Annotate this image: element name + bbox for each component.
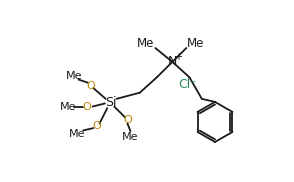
Text: O: O xyxy=(92,121,101,131)
Text: Si: Si xyxy=(105,96,116,109)
Text: Me: Me xyxy=(187,37,204,50)
Text: Me: Me xyxy=(59,102,76,112)
Text: Cl⁻: Cl⁻ xyxy=(178,78,197,92)
Text: +: + xyxy=(174,52,182,62)
Text: Me: Me xyxy=(122,132,139,142)
Text: Me: Me xyxy=(69,129,85,139)
Text: Me: Me xyxy=(66,71,82,81)
Text: O: O xyxy=(87,81,95,91)
Text: Me: Me xyxy=(137,37,155,50)
Text: O: O xyxy=(83,102,91,112)
Text: N: N xyxy=(168,55,177,68)
Text: O: O xyxy=(123,115,132,125)
